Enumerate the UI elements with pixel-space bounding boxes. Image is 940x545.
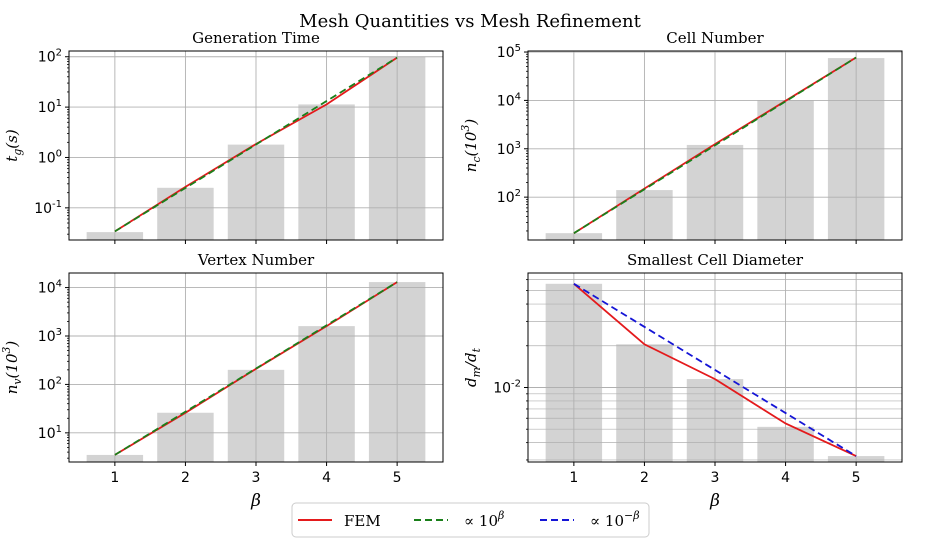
subplot-title: Vertex Number (197, 251, 315, 269)
legend-label: ∝ 10−β (590, 509, 640, 530)
legend: FEM ∝ 10β ∝ 10−β (291, 502, 650, 538)
grid (528, 273, 902, 462)
subplot-4: 1 2 3 4 5 10-2 Smallest Cell Diameter dm/dt β (462, 251, 903, 511)
y-tick-label: 102 (38, 48, 62, 66)
x-tick-label: 2 (181, 470, 190, 486)
series-line-pos (573, 56, 857, 234)
y-tick-label: 101 (38, 424, 62, 442)
grid (69, 51, 443, 240)
subplot-1: 10-1 100 101 102 Generation Time tg(s) (3, 29, 444, 244)
subplot-2: 102 103 104 105 Cell Number nc(103) (459, 29, 903, 244)
x-tick-label: 4 (322, 470, 331, 486)
grid (528, 51, 902, 240)
x-axis-label: β (709, 491, 720, 511)
x-tick-label: 3 (711, 470, 720, 486)
y-tick-label: 103 (497, 140, 521, 158)
x-tick-label: 5 (393, 470, 402, 486)
x-tick-label: 5 (852, 470, 861, 486)
grid (69, 273, 443, 462)
legend-frame (291, 502, 650, 538)
subplot-title: Smallest Cell Diameter (627, 251, 804, 269)
y-axis-label: dm/dt (462, 347, 483, 387)
x-tick-label: 1 (569, 470, 578, 486)
y-tick-label: 100 (38, 148, 62, 166)
x-tick-label: 1 (110, 470, 119, 486)
subplot-3: 1 2 3 4 5 101 102 103 104 Vertex Number nv(103) β (0, 251, 444, 511)
figure-title: Mesh Quantities vs Mesh Refinement (299, 11, 641, 32)
y-tick-label: 102 (497, 188, 521, 206)
y-axis-label: nc(103) (459, 119, 483, 173)
series-line-fem (573, 283, 857, 457)
y-axis-label: tg(s) (3, 129, 24, 162)
series-line-pos (114, 281, 398, 456)
series-line-neg (573, 283, 857, 457)
x-tick-label: 3 (252, 470, 261, 486)
y-tick-label: 105 (497, 43, 521, 61)
y-tick-label: 10-1 (34, 199, 62, 217)
legend-label: ∝ 10β (464, 509, 504, 530)
y-tick-label: 103 (38, 327, 62, 345)
legend-label: FEM (344, 512, 381, 530)
y-tick-label: 102 (38, 375, 62, 393)
x-tick-label: 4 (781, 470, 790, 486)
y-tick-label: 104 (38, 279, 62, 297)
y-tick-label: 101 (38, 98, 62, 116)
y-tick-label: 10-2 (493, 378, 521, 396)
series-line-pos (114, 56, 398, 233)
x-tick-label: 2 (640, 470, 649, 486)
subplot-title: Cell Number (666, 29, 764, 47)
subplot-title: Generation Time (192, 29, 320, 47)
x-axis-label: β (250, 491, 261, 511)
y-axis-label: nv(103) (0, 341, 24, 395)
y-tick-label: 104 (497, 91, 521, 109)
